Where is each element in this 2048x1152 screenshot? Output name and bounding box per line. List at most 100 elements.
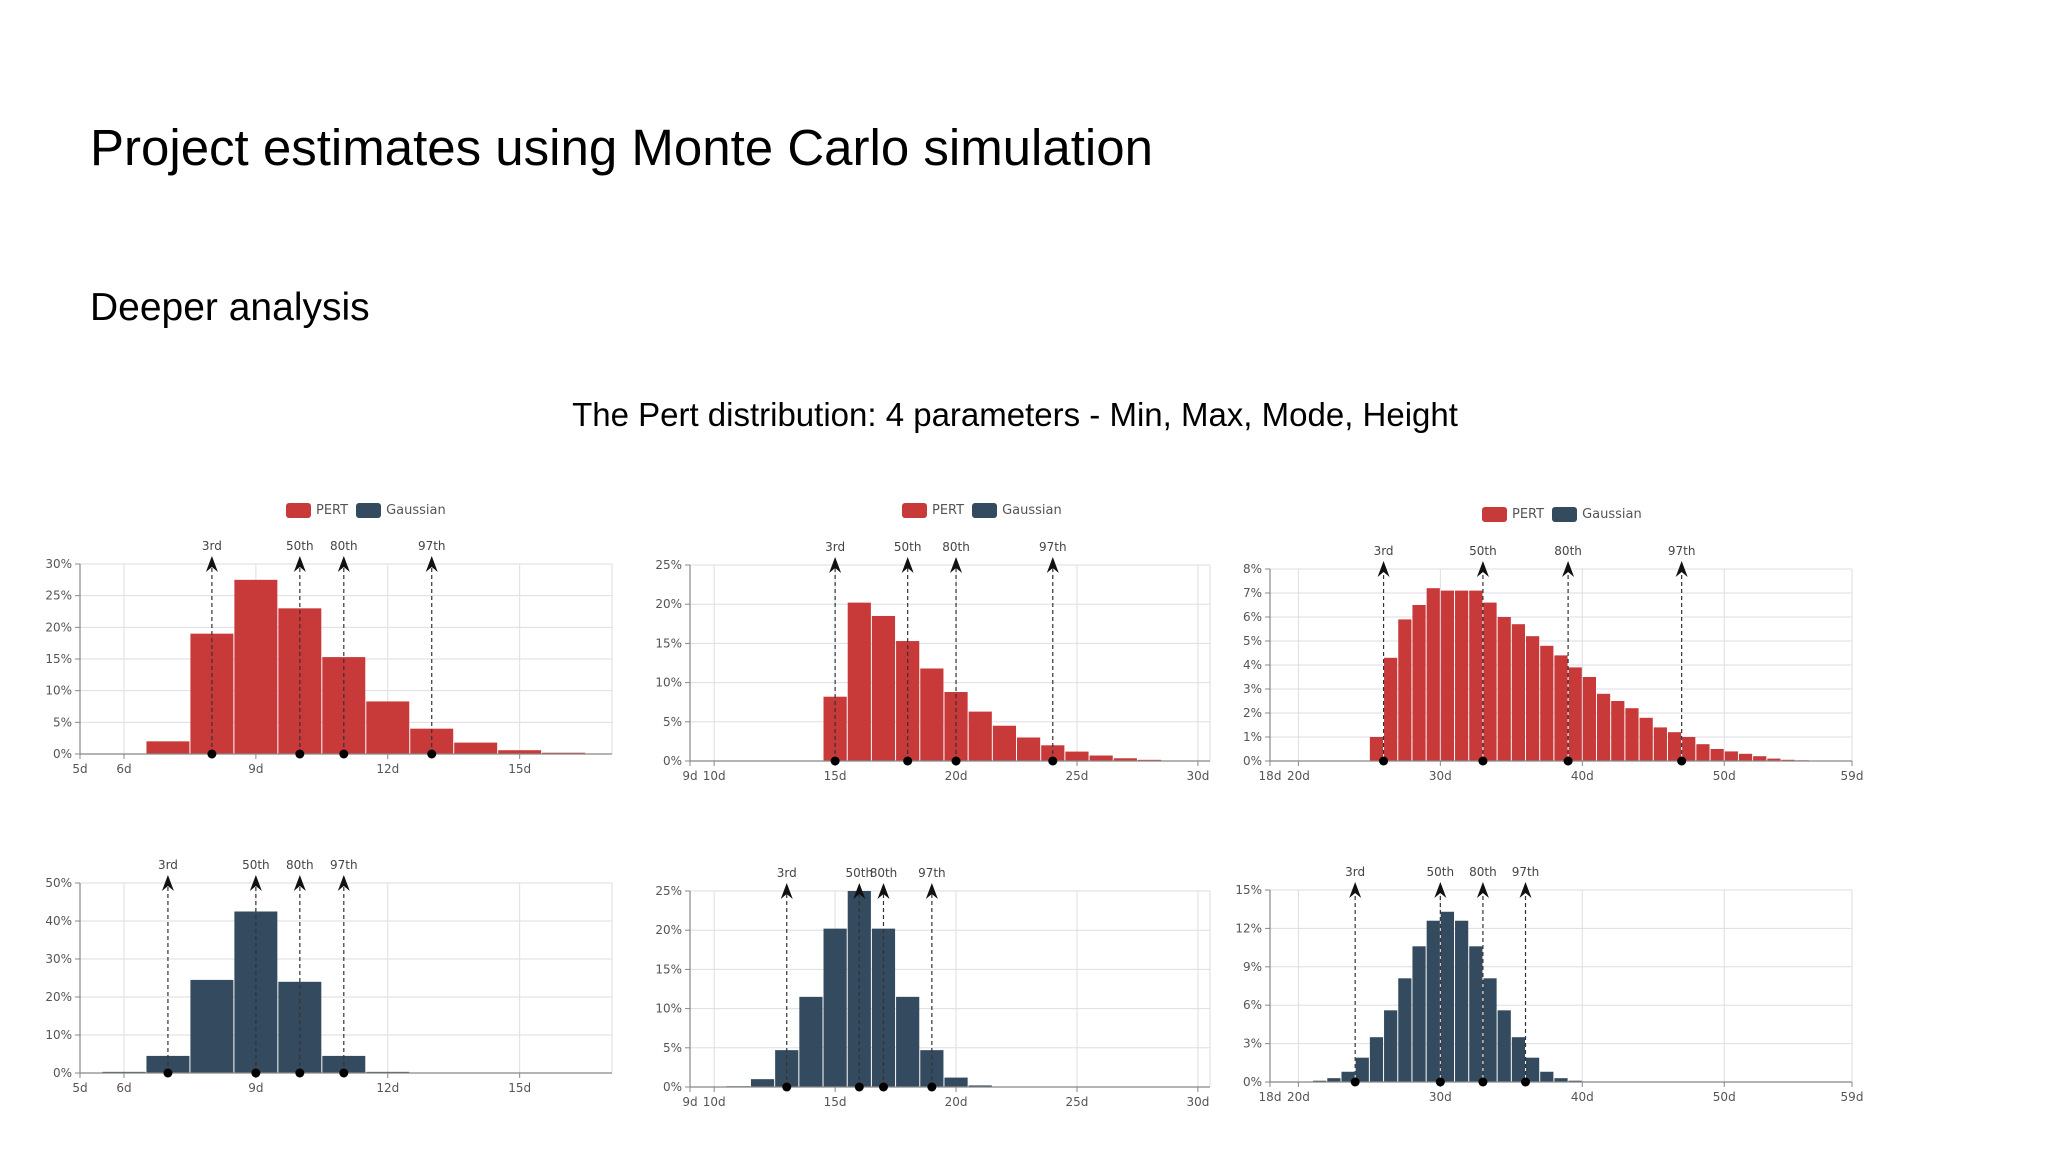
x-tick-label: 5d xyxy=(72,762,87,776)
y-tick-label: 3% xyxy=(1243,1037,1262,1051)
histogram-bar xyxy=(1369,1037,1384,1082)
chart-svg: 0% 1% 2% 3% 4% 5% 6% 7% 8% 18d 20d 30d 40d 50d 59d 3rd 5… xyxy=(1243,544,1863,783)
percentile-arrow-icon xyxy=(1675,561,1688,577)
y-tick-label: 25% xyxy=(655,884,682,898)
histogram-bar xyxy=(1065,751,1089,761)
y-tick-label: 20% xyxy=(45,620,72,634)
histogram-bar xyxy=(1639,717,1653,761)
percentile-arrow-icon xyxy=(425,556,438,572)
percentile-arrow-icon xyxy=(1046,557,1059,573)
x-tick-label: 12d xyxy=(376,762,399,776)
legend-item-gaussian[interactable]: Gaussian xyxy=(972,503,1062,518)
x-tick-label: 18d xyxy=(1259,1090,1282,1104)
y-tick-label: 6% xyxy=(1243,610,1262,624)
y-tick-label: 5% xyxy=(663,715,682,729)
histogram-bar xyxy=(1526,1057,1540,1082)
y-tick-label: 15% xyxy=(655,962,682,976)
percentile-dot xyxy=(951,756,961,766)
x-tick-label: 20d xyxy=(1287,1090,1310,1104)
chart-svg: 0% 5% 10% 15% 20% 25% 9d 10d 15d 20d 25d 30d 3rd 50th… xyxy=(655,540,1211,783)
histogram-bar xyxy=(1412,605,1426,761)
histogram-bar xyxy=(1738,753,1753,761)
percentile-label: 3rd xyxy=(825,540,845,554)
percentile-label: 3rd xyxy=(202,539,222,553)
percentile-dot xyxy=(295,1068,305,1078)
chart-svg: 0% 5% 10% 15% 20% 25% 30% 5d 6d 9d 12d 15d 3rd 50th 80… xyxy=(45,539,613,776)
x-tick-label: 10d xyxy=(703,1095,726,1109)
histogram-bar xyxy=(1355,1057,1369,1082)
y-tick-label: 15% xyxy=(45,652,72,666)
percentile-dot xyxy=(1379,756,1389,766)
percentile-label: 80th xyxy=(870,866,898,880)
x-tick-label: 20d xyxy=(945,769,968,783)
histogram-bar xyxy=(968,1085,992,1087)
histogram-bar xyxy=(1568,667,1582,761)
histogram-bar xyxy=(1089,755,1113,761)
histogram-bar xyxy=(1455,590,1469,761)
histogram-bar xyxy=(1341,1071,1355,1082)
x-tick-label: 30d xyxy=(1186,1095,1209,1109)
percentile-label: 3rd xyxy=(1345,865,1365,879)
histogram-bar xyxy=(1582,677,1596,761)
legend-swatch-gaussian xyxy=(972,503,998,518)
legend-swatch-pert xyxy=(1482,507,1507,522)
histogram-bar xyxy=(1611,701,1625,761)
histogram-bar xyxy=(1554,655,1568,761)
percentile-dot xyxy=(854,1082,864,1092)
histogram-chart-pert-3: 0% 1% 2% 3% 4% 5% 6% 7% 8% 18d 20d 30d 40d 50d 59d 3rd 5… xyxy=(1220,509,1863,791)
chart-svg: 0% 5% 10% 15% 20% 25% 9d 10d 15d 20d 25d 30d 3rd 50th… xyxy=(655,866,1211,1109)
histogram-bar xyxy=(1384,657,1398,761)
histogram-bar xyxy=(1426,920,1440,1082)
y-tick-label: 10% xyxy=(45,684,72,698)
legend-item-gaussian[interactable]: Gaussian xyxy=(1552,507,1642,522)
x-tick-label: 9d xyxy=(682,769,697,783)
histogram-bar xyxy=(190,979,234,1073)
percentile-arrow-icon xyxy=(293,875,306,891)
percentile-arrow-icon xyxy=(1562,561,1575,577)
y-tick-label: 30% xyxy=(45,557,72,571)
histogram-chart-pert-1: 0% 5% 10% 15% 20% 25% 30% 5d 6d 9d 12d 15d 3rd 50th 80… xyxy=(30,504,622,784)
legend-label-pert: PERT xyxy=(316,503,349,518)
histogram-bar xyxy=(1710,749,1724,761)
percentile-arrow-icon xyxy=(780,883,793,899)
legend-item-pert[interactable]: PERT xyxy=(902,503,964,518)
percentile-arrow-icon xyxy=(1377,561,1390,577)
percentile-label: 50th xyxy=(1469,544,1497,558)
histogram-bar xyxy=(775,1050,799,1087)
histogram-bar xyxy=(454,742,498,754)
y-tick-label: 10% xyxy=(655,1002,682,1016)
x-tick-label: 50d xyxy=(1713,1090,1736,1104)
histogram-chart-pert-2: 0% 5% 10% 15% 20% 25% 9d 10d 15d 20d 25d 30d 3rd 50th… xyxy=(640,505,1220,791)
percentile-label: 50th xyxy=(1427,865,1455,879)
chart-svg: 0% 3% 6% 9% 12% 15% 18d 20d 30d 40d 50d 59d 3rd 50th 8… xyxy=(1235,865,1863,1104)
percentile-arrow-icon xyxy=(829,557,842,573)
histogram-bar xyxy=(1568,1080,1582,1082)
legend-swatch-gaussian xyxy=(1552,507,1578,522)
histogram-bar xyxy=(1696,744,1710,761)
y-tick-label: 0% xyxy=(663,754,682,768)
percentile-arrow-icon xyxy=(1434,882,1447,898)
y-tick-label: 0% xyxy=(53,1066,72,1080)
slide-title: Project estimates using Monte Carlo simu… xyxy=(90,119,1153,176)
legend-item-pert[interactable]: PERT xyxy=(286,503,348,518)
histogram-bar xyxy=(1526,636,1540,761)
histogram-bar xyxy=(799,996,823,1087)
legend-item-gaussian[interactable]: Gaussian xyxy=(356,503,446,518)
chart-legend: PERT Gaussian xyxy=(286,503,446,518)
x-tick-label: 15d xyxy=(508,1081,531,1095)
percentile-label: 97th xyxy=(1512,865,1540,879)
percentile-dot xyxy=(339,1068,349,1078)
histogram-bar xyxy=(1667,732,1682,761)
legend-swatch-pert xyxy=(286,503,311,518)
legend-item-pert[interactable]: PERT xyxy=(1482,507,1544,522)
histogram-bar xyxy=(1469,590,1483,761)
y-tick-label: 0% xyxy=(53,747,72,761)
histogram-bar xyxy=(1682,737,1696,761)
histogram-bar xyxy=(823,696,847,761)
histogram-bar xyxy=(1384,1010,1398,1082)
y-tick-label: 25% xyxy=(45,589,72,603)
percentile-dot xyxy=(878,1082,888,1092)
percentile-arrow-icon xyxy=(293,556,306,572)
x-tick-label: 15d xyxy=(824,769,847,783)
y-tick-label: 25% xyxy=(655,558,682,572)
